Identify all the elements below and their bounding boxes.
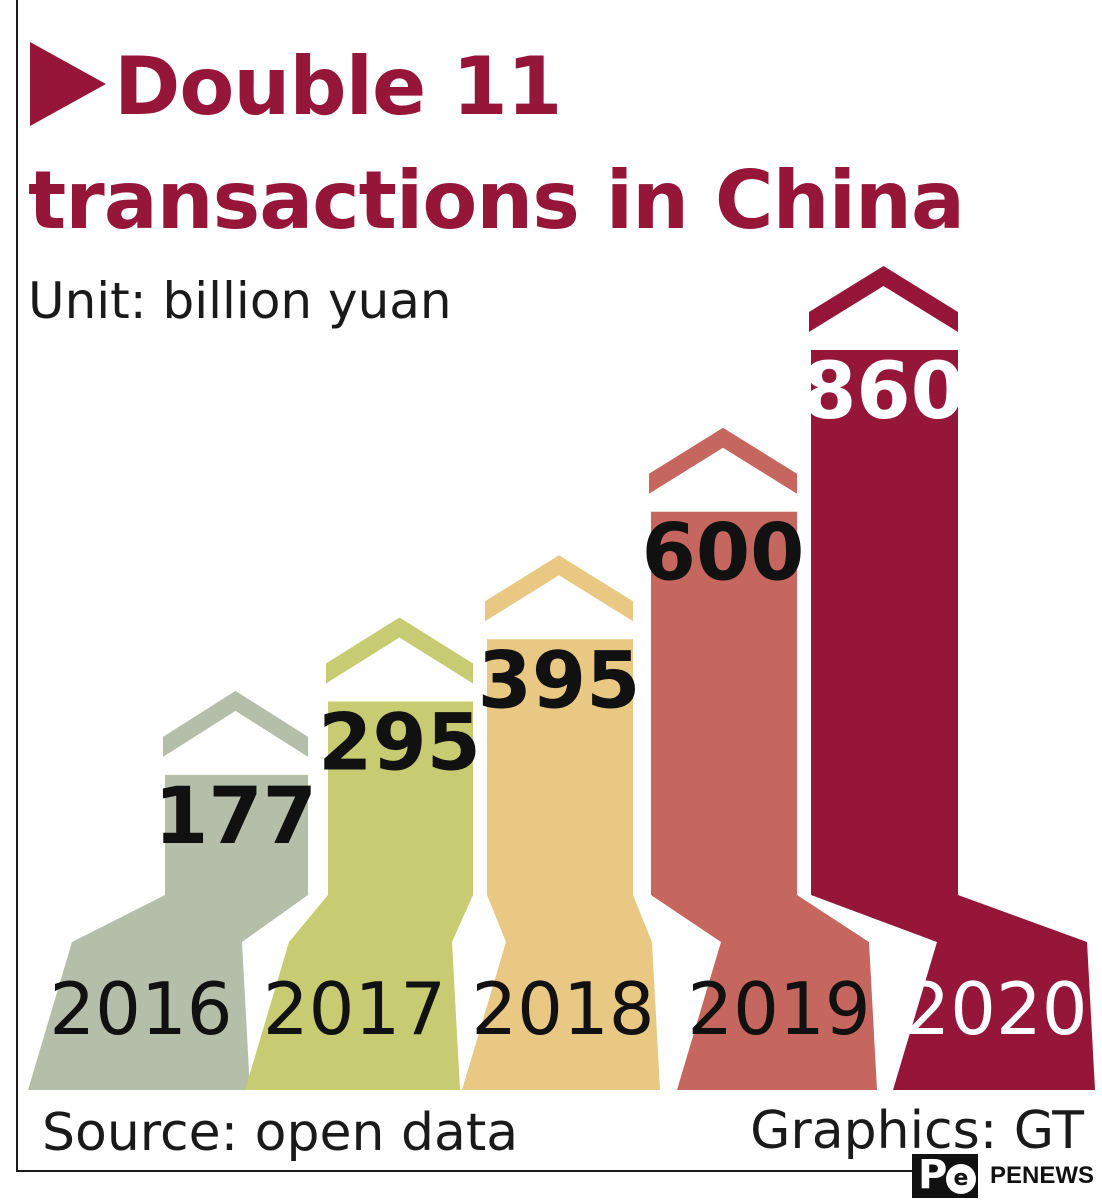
bar-2018 [462, 639, 660, 1090]
title-line-2: transactions in China [28, 154, 965, 247]
bar-2016 [28, 774, 308, 1090]
value-label-2019: 600 [642, 509, 805, 599]
bar-2017 [245, 701, 473, 1090]
bar-cap-2016 [163, 690, 308, 757]
title-arrow-icon [30, 42, 106, 126]
bar-cap-2018 [485, 555, 633, 622]
year-label-2019: 2019 [687, 967, 870, 1051]
value-label-2018: 395 [478, 636, 641, 726]
value-label-2016: 177 [154, 772, 317, 862]
bar-2020 [811, 350, 1095, 1090]
year-label-2018: 2018 [471, 967, 654, 1051]
bar-cap-2019 [649, 427, 797, 494]
bar-cap-2017 [326, 617, 473, 684]
logo-letter: P [918, 1152, 948, 1198]
year-label-2020: 2020 [904, 967, 1087, 1051]
chart-title: Double 11 transactions in China [28, 30, 1088, 258]
title-line-1: Double 11 [114, 40, 562, 133]
value-label-2017: 295 [318, 698, 481, 788]
graphics-credit: Graphics: GT [750, 1101, 1084, 1161]
penews-logo: P e PENEWS [912, 1152, 1102, 1200]
frame-left-border [16, 0, 18, 1172]
logo-circle: e [946, 1164, 976, 1194]
logo-wordmark: PENEWS [990, 1162, 1095, 1189]
frame-bottom-border [16, 1170, 1102, 1172]
value-label-2020: 860 [802, 347, 965, 437]
unit-label: Unit: billion yuan [28, 272, 452, 330]
bar-cap-2020 [809, 266, 958, 332]
logo-mark: P e [912, 1152, 978, 1198]
source-note: Source: open data [42, 1103, 519, 1163]
year-label-2016: 2016 [49, 967, 232, 1051]
bar-2019 [651, 511, 877, 1091]
year-label-2017: 2017 [263, 967, 446, 1051]
